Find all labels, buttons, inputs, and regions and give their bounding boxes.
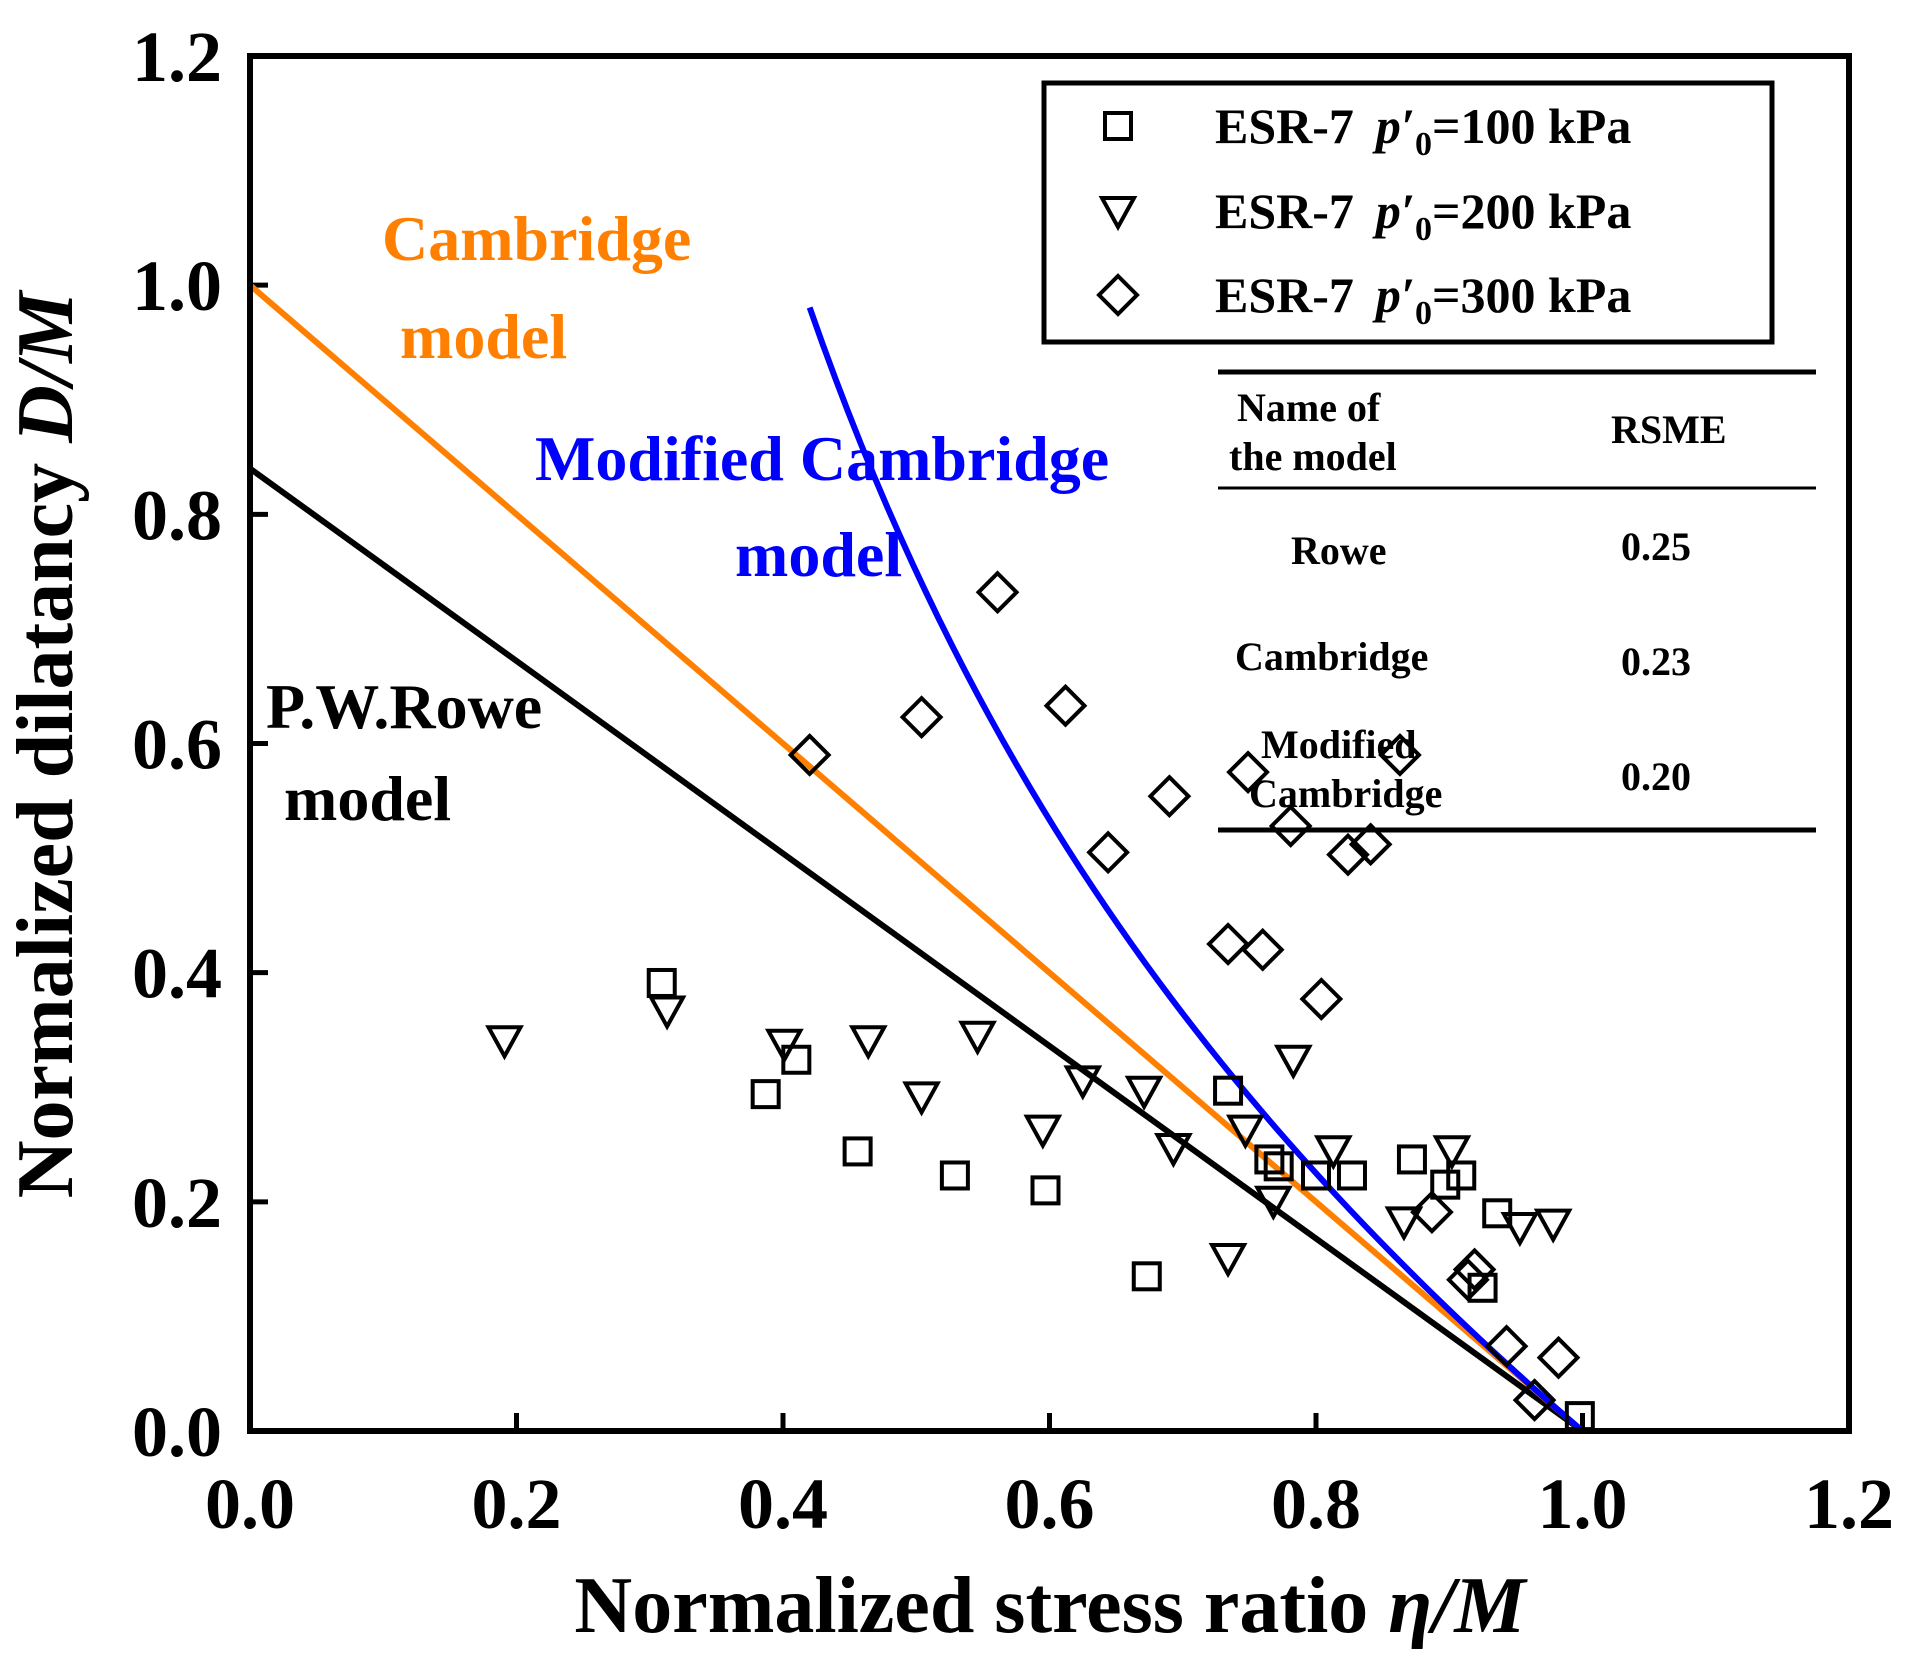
data-point-diamond bbox=[1378, 733, 1422, 777]
data-point-square bbox=[1430, 1169, 1461, 1200]
model-line-cambridge bbox=[248, 282, 1585, 1434]
rsme-table: Name of the model RSME Rowe 0.25 Cambridg… bbox=[1218, 369, 1816, 833]
legend: ESR-7 p′0=100 kPa ESR-7 p′0=200 kPa ESR-7 p… bbox=[1041, 80, 1775, 345]
data-point-triangle-down bbox=[1432, 1135, 1472, 1171]
data-point-diamond bbox=[975, 570, 1020, 615]
data-point-square bbox=[1030, 1175, 1061, 1206]
table-row-cambridge-rsme: 0.23 bbox=[1621, 639, 1691, 684]
data-point-triangle-down bbox=[1500, 1212, 1540, 1248]
y-tick-label: 1.2 bbox=[132, 17, 222, 97]
data-point-diamond bbox=[1446, 1257, 1490, 1302]
data-point-triangle-down bbox=[1154, 1132, 1193, 1169]
data-point-triangle-down bbox=[902, 1081, 941, 1117]
data-point-diamond bbox=[1452, 1247, 1497, 1292]
data-point-square bbox=[1131, 1261, 1162, 1292]
annotation-rowe: P.W.Rowe model bbox=[266, 671, 542, 834]
x-tick-label: 1.2 bbox=[1804, 1464, 1894, 1544]
table-row-modified-rsme: 0.20 bbox=[1621, 754, 1691, 799]
table-row-rowe-name: Rowe bbox=[1291, 528, 1387, 573]
data-point-triangle-down bbox=[764, 1028, 804, 1064]
legend-marker-triangle-down-icon bbox=[1098, 196, 1138, 232]
data-point-triangle-down bbox=[1023, 1114, 1063, 1150]
data-point-diamond bbox=[1348, 822, 1393, 867]
table-header-rsme: RSME bbox=[1611, 407, 1727, 452]
legend-label-100: ESR-7 p′0=100 kPa bbox=[1215, 98, 1631, 163]
y-axis-title: Normalized dilatancy D/M bbox=[2, 289, 90, 1198]
data-point-diamond bbox=[1206, 922, 1250, 966]
data-point-square bbox=[1213, 1075, 1244, 1106]
data-point-diamond bbox=[1536, 1335, 1581, 1380]
data-point-diamond bbox=[1326, 832, 1370, 877]
data-point-triangle-down bbox=[647, 995, 687, 1031]
data-point-diamond bbox=[1299, 977, 1344, 1021]
data-point-square bbox=[1301, 1160, 1331, 1191]
table-row-rowe-rsme: 0.25 bbox=[1621, 524, 1691, 569]
table-row-cambridge-name: Cambridge bbox=[1235, 634, 1428, 679]
legend-marker-square-icon bbox=[1103, 111, 1133, 141]
data-point-square bbox=[1396, 1144, 1427, 1175]
data-point-diamond bbox=[787, 733, 832, 777]
table-row-modified-name: Modified Cambridge bbox=[1249, 722, 1442, 816]
data-point-square bbox=[939, 1160, 970, 1191]
data-point-diamond bbox=[1240, 927, 1285, 972]
data-point-square bbox=[1336, 1160, 1367, 1191]
table-header-name: Name of the model bbox=[1229, 385, 1397, 479]
data-point-triangle-down bbox=[1313, 1135, 1353, 1171]
legend-marker-diamond-icon bbox=[1096, 273, 1140, 317]
x-tick-label: 1.0 bbox=[1538, 1464, 1628, 1544]
data-point-triangle-down bbox=[1273, 1044, 1313, 1080]
data-point-diamond bbox=[1086, 830, 1130, 875]
data-point-triangle-down bbox=[848, 1025, 888, 1061]
data-point-diamond bbox=[899, 695, 944, 739]
data-point-diamond bbox=[1147, 774, 1192, 819]
data-point-diamond bbox=[1226, 750, 1270, 794]
x-tick-label: 0.0 bbox=[205, 1464, 295, 1544]
data-point-diamond bbox=[1512, 1378, 1557, 1422]
x-tick-label: 0.4 bbox=[738, 1464, 828, 1544]
annotation-modified-cambridge: Modified Cambridge model bbox=[535, 423, 1109, 590]
legend-box bbox=[1041, 80, 1775, 345]
data-point-square bbox=[750, 1079, 781, 1110]
model-line-rowe bbox=[248, 466, 1585, 1434]
data-point-diamond bbox=[1484, 1324, 1529, 1369]
data-point-triangle-down bbox=[1208, 1242, 1248, 1279]
y-tick-label: 0.8 bbox=[132, 475, 222, 555]
legend-label-200: ESR-7 p′0=200 kPa bbox=[1215, 183, 1631, 248]
data-point-diamond bbox=[1410, 1190, 1454, 1234]
x-tick-label: 0.8 bbox=[1271, 1464, 1361, 1544]
data-point-square bbox=[646, 967, 677, 998]
legend-label-300: ESR-7 p′0=300 kPa bbox=[1215, 267, 1631, 332]
y-tick-label: 0.0 bbox=[132, 1392, 222, 1472]
data-point-triangle-down bbox=[1253, 1185, 1293, 1221]
data-point-square bbox=[1263, 1151, 1294, 1182]
data-point-triangle-down bbox=[1384, 1206, 1424, 1242]
annotation-cambridge: Cambridge model bbox=[382, 203, 691, 372]
x-tick-label: 0.2 bbox=[472, 1464, 562, 1544]
data-point-square bbox=[1446, 1160, 1477, 1191]
x-axis-title: Normalized stress ratio η/M bbox=[574, 1562, 1528, 1650]
y-tick-label: 0.4 bbox=[132, 934, 222, 1014]
data-point-triangle-down bbox=[1063, 1065, 1103, 1101]
y-tick-label: 1.0 bbox=[132, 246, 222, 326]
data-point-triangle-down bbox=[958, 1020, 997, 1056]
y-tick-label: 0.6 bbox=[132, 705, 222, 785]
data-point-square bbox=[1254, 1144, 1285, 1175]
x-tick-label: 0.6 bbox=[1005, 1464, 1095, 1544]
data-point-triangle-down bbox=[485, 1025, 524, 1061]
data-point-triangle-down bbox=[1533, 1208, 1573, 1244]
data-point-square bbox=[842, 1136, 873, 1167]
model-line-modified-cambridge bbox=[806, 306, 1585, 1434]
plot-frame bbox=[247, 53, 1852, 1434]
y-tick-label: 0.2 bbox=[132, 1163, 222, 1243]
data-point-triangle-down bbox=[1225, 1114, 1265, 1150]
data-point-triangle-down bbox=[1124, 1075, 1164, 1111]
data-point-diamond bbox=[1043, 683, 1088, 728]
data-point-diamond bbox=[1268, 804, 1313, 848]
